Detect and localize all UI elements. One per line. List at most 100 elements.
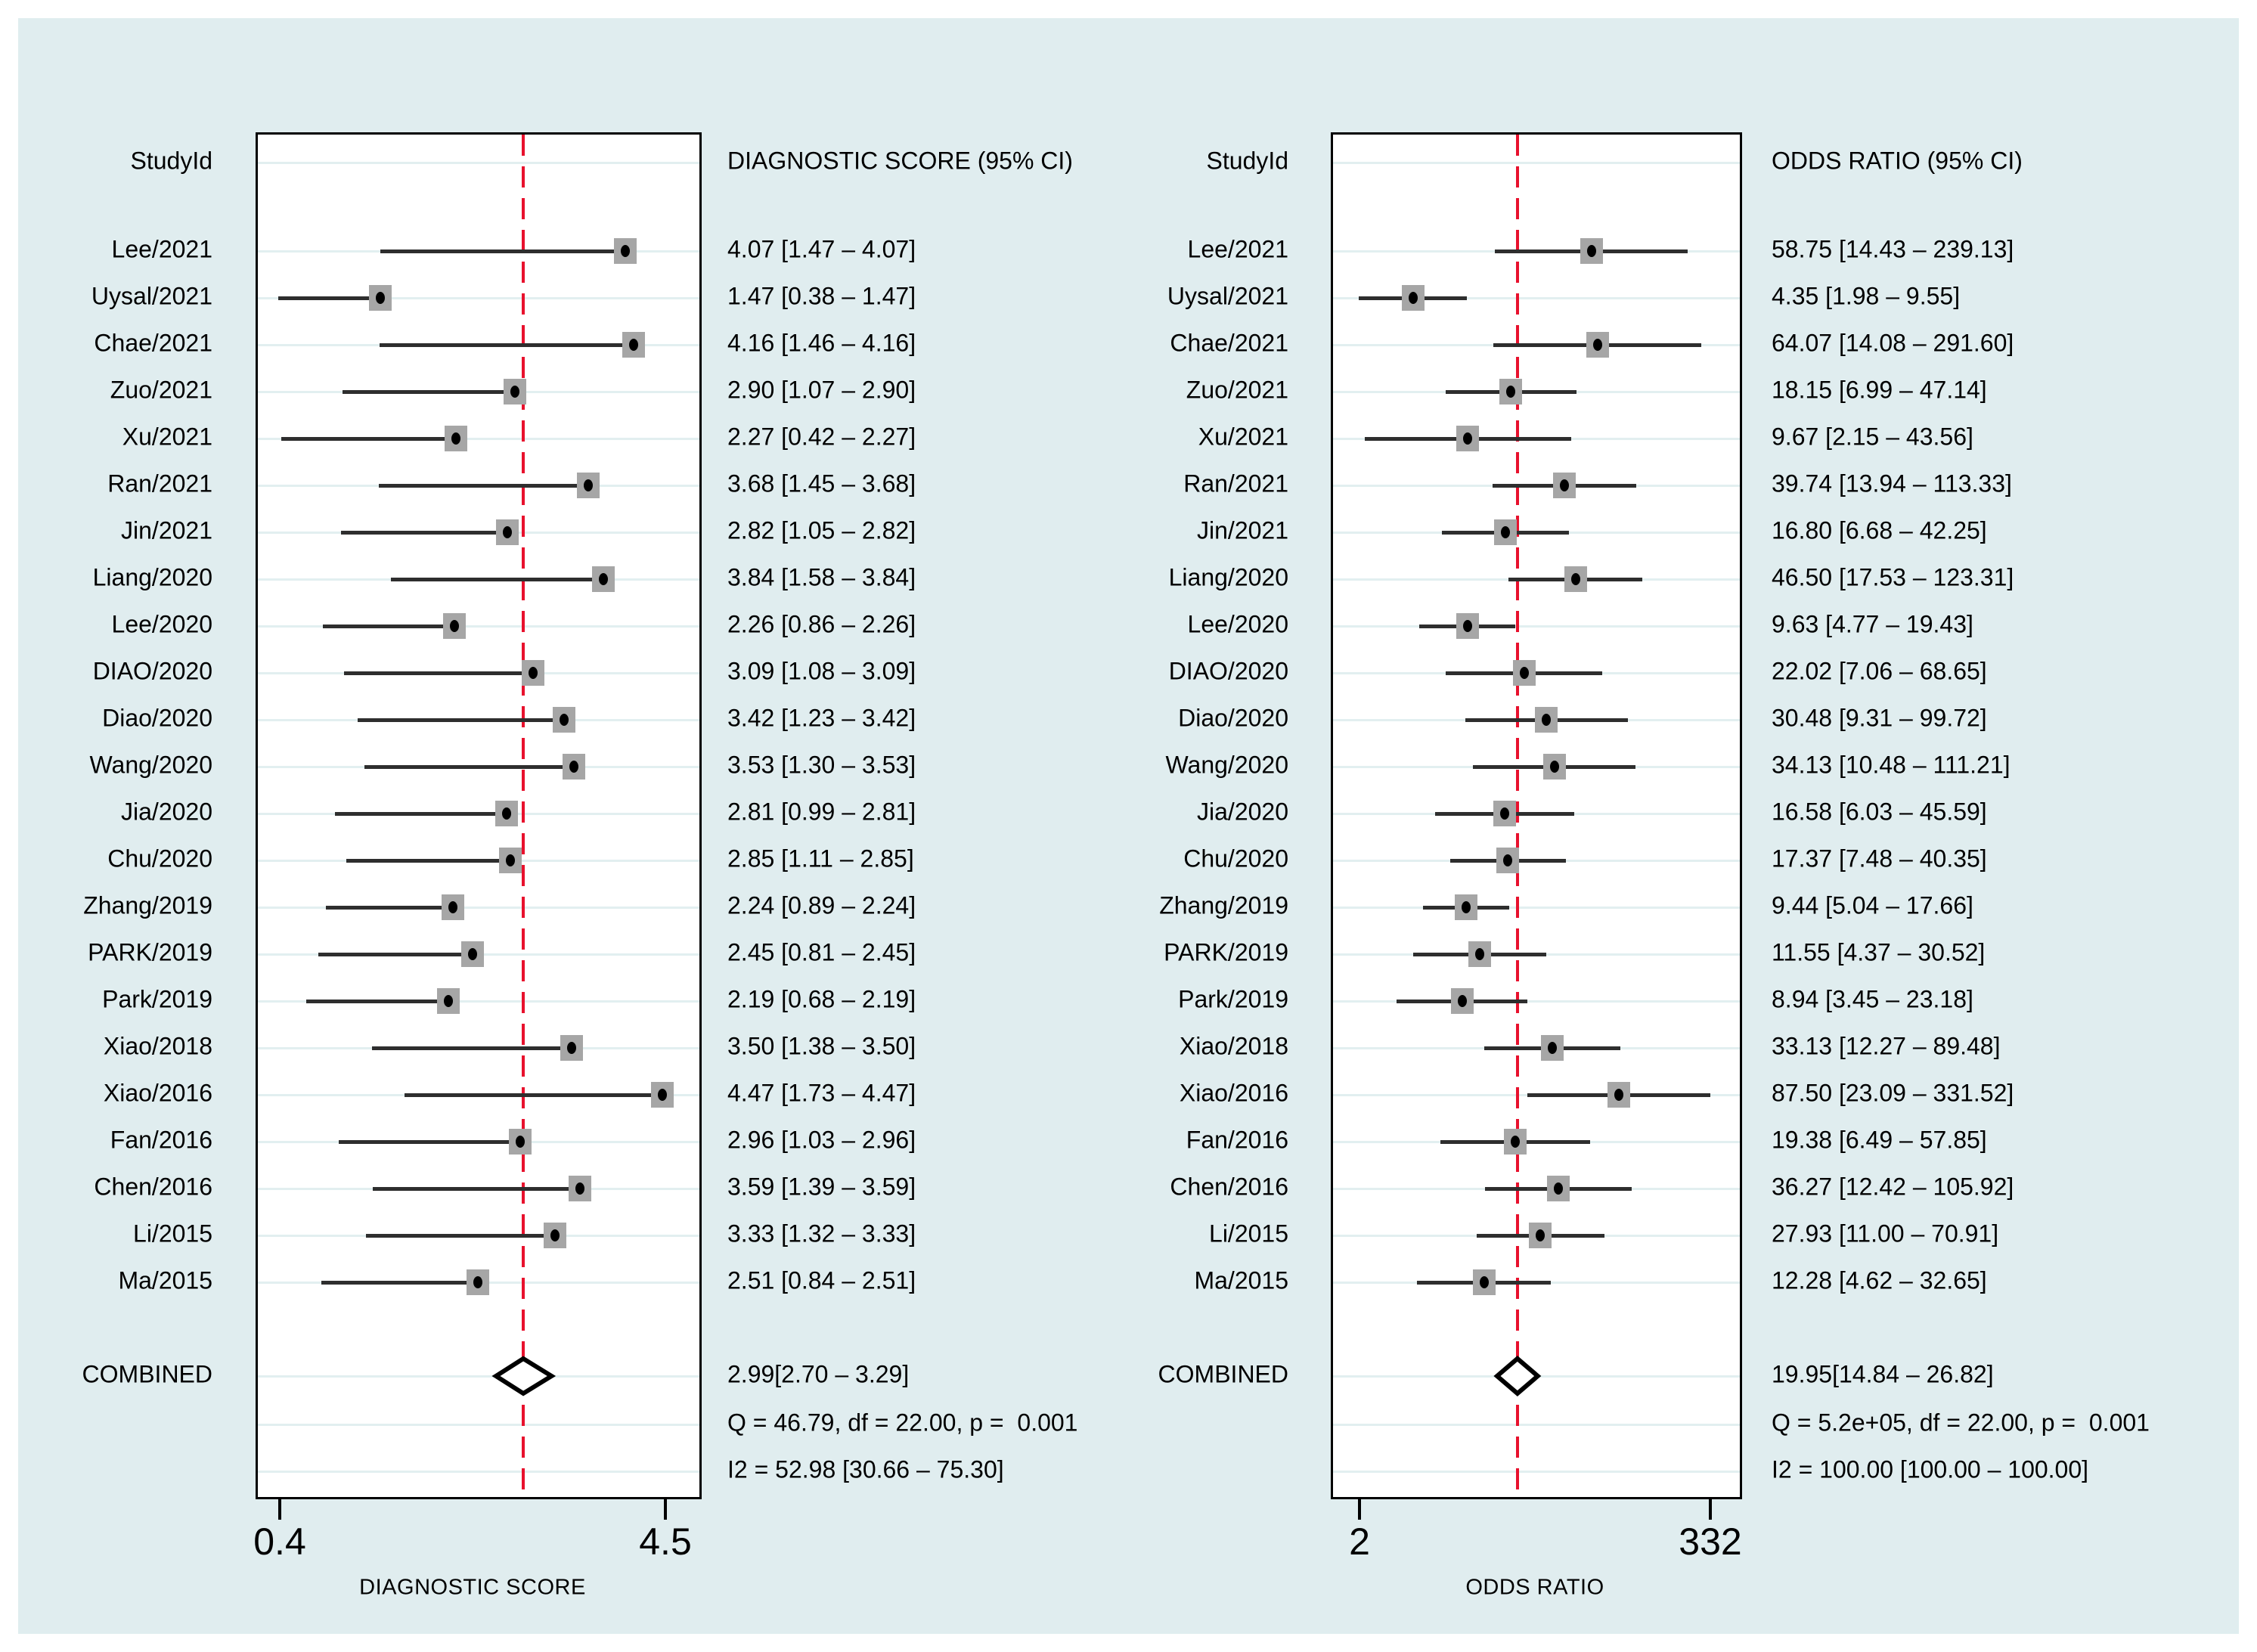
point-marker-dot — [1461, 901, 1471, 913]
gridline — [258, 1424, 699, 1426]
gridline — [1333, 1424, 1740, 1426]
study-label: Lee/2021 — [111, 235, 212, 263]
study-value: 11.55 [4.37 – 30.52] — [1772, 938, 1986, 966]
study-value: 3.33 [1.32 – 3.33] — [727, 1220, 916, 1248]
point-marker-dot — [1479, 1276, 1489, 1288]
study-label: Lee/2020 — [111, 610, 212, 638]
point-marker-dot — [448, 901, 457, 913]
study-label: Liang/2020 — [92, 563, 212, 591]
point-marker-dot — [468, 948, 477, 960]
study-value: 4.47 [1.73 – 4.47] — [727, 1079, 916, 1107]
study-label: Xiao/2018 — [1179, 1032, 1288, 1060]
gridline — [1333, 1471, 1740, 1473]
point-marker-dot — [1542, 714, 1552, 726]
point-marker-dot — [1586, 245, 1596, 257]
study-value: 2.19 [0.68 – 2.19] — [727, 985, 916, 1013]
point-marker-dot — [1463, 432, 1473, 445]
study-label: DIAO/2020 — [1168, 657, 1288, 685]
point-marker-dot — [1547, 1042, 1557, 1054]
gridline — [258, 162, 699, 164]
study-value: 4.07 [1.47 – 4.07] — [727, 235, 916, 263]
study-value: 2.24 [0.89 – 2.24] — [727, 891, 916, 919]
x-axis-tick — [278, 1499, 281, 1520]
study-label: Fan/2016 — [1186, 1126, 1288, 1154]
study-label: PARK/2019 — [88, 938, 212, 966]
point-marker-dot — [505, 854, 515, 866]
x-axis-tick — [1358, 1499, 1361, 1520]
study-label: Jia/2020 — [1197, 798, 1288, 826]
point-marker-dot — [473, 1276, 483, 1288]
study-value: 2.90 [1.07 – 2.90] — [727, 376, 916, 404]
study-value: 18.15 [6.99 – 47.14] — [1772, 376, 1987, 404]
ci-line — [318, 953, 473, 956]
point-marker-dot — [1408, 292, 1418, 304]
study-value: 3.09 [1.08 – 3.09] — [727, 657, 916, 685]
study-value: 3.42 [1.23 – 3.42] — [727, 704, 916, 732]
study-label: Jin/2021 — [1197, 516, 1288, 544]
study-label: Ran/2021 — [107, 470, 212, 497]
ci-line — [340, 531, 507, 535]
point-marker-dot — [1592, 339, 1602, 351]
study-value: 3.53 [1.30 – 3.53] — [727, 751, 916, 779]
gridline — [258, 1000, 699, 1003]
point-marker-dot — [516, 1136, 525, 1148]
x-axis-tick — [1709, 1499, 1712, 1520]
point-marker-dot — [1475, 948, 1485, 960]
combined-value: 19.95[14.84 – 26.82] — [1772, 1360, 1994, 1388]
point-marker-dot — [450, 620, 460, 632]
q-statistic: Q = 5.2e+05, df = 22.00, p = 0.001 — [1772, 1409, 2150, 1437]
ci-line — [358, 718, 564, 722]
study-value: 34.13 [10.48 – 111.21] — [1772, 751, 2011, 779]
ci-line — [335, 812, 507, 816]
study-label: Jia/2020 — [121, 798, 212, 826]
ci-line — [405, 1093, 663, 1097]
study-value: 9.63 [4.77 – 19.43] — [1772, 610, 1973, 638]
study-value: 2.82 [1.05 – 2.82] — [727, 516, 916, 544]
study-label: Xu/2021 — [1198, 423, 1288, 451]
gridline — [258, 907, 699, 909]
point-marker-dot — [584, 479, 593, 491]
combined-value: 2.99[2.70 – 3.29] — [727, 1360, 910, 1388]
gridline — [1333, 1000, 1740, 1003]
point-marker-dot — [658, 1089, 668, 1101]
study-value: 2.81 [0.99 – 2.81] — [727, 798, 916, 826]
study-value: 3.68 [1.45 – 3.68] — [727, 470, 916, 497]
study-value: 19.38 [6.49 – 57.85] — [1772, 1126, 1987, 1154]
point-marker-dot — [1503, 854, 1513, 866]
point-marker-dot — [566, 1042, 576, 1054]
combined-estimate-refline — [1515, 135, 1519, 1497]
study-value: 9.44 [5.04 – 17.66] — [1772, 891, 1973, 919]
point-marker-dot — [569, 761, 579, 773]
ci-line — [366, 1234, 556, 1238]
point-marker-dot — [1519, 667, 1529, 679]
point-marker-dot — [1554, 1182, 1564, 1195]
study-label: Uysal/2021 — [1167, 282, 1288, 310]
study-value: 2.51 [0.84 – 2.51] — [727, 1266, 916, 1294]
study-label: Zuo/2021 — [110, 376, 212, 404]
point-marker-dot — [501, 807, 511, 820]
ci-line — [346, 859, 510, 863]
point-marker-dot — [510, 386, 519, 398]
study-value: 4.16 [1.46 – 4.16] — [727, 329, 916, 357]
i2-statistic: I2 = 100.00 [100.00 – 100.00] — [1772, 1455, 2089, 1483]
study-label: Ran/2021 — [1183, 470, 1288, 497]
study-label: Park/2019 — [1178, 985, 1288, 1013]
study-value: 16.80 [6.68 – 42.25] — [1772, 516, 1987, 544]
gridline — [1333, 907, 1740, 909]
point-marker-dot — [1501, 526, 1511, 538]
gridline — [258, 625, 699, 628]
ci-line — [277, 296, 381, 300]
gridline — [258, 438, 699, 440]
study-label: Ma/2015 — [118, 1266, 212, 1294]
study-value: 33.13 [12.27 – 89.48] — [1772, 1032, 2001, 1060]
gridline — [1333, 297, 1740, 299]
point-marker-dot — [1506, 386, 1516, 398]
study-label: Chen/2016 — [1170, 1173, 1288, 1201]
point-marker-dot — [1549, 761, 1559, 773]
study-label: Xu/2021 — [122, 423, 212, 451]
study-value: 2.45 [0.81 – 2.45] — [727, 938, 916, 966]
study-value: 36.27 [12.42 – 105.92] — [1772, 1173, 2014, 1201]
study-value: 12.28 [4.62 – 32.65] — [1772, 1266, 1987, 1294]
